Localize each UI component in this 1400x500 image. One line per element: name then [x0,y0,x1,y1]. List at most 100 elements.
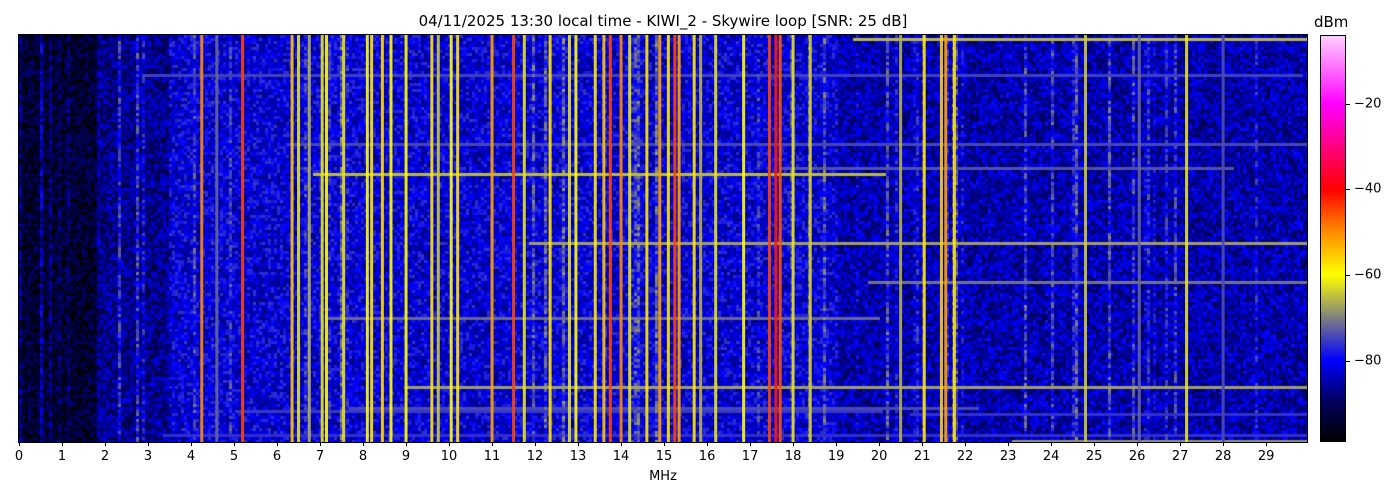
x-tick-mark [19,442,20,446]
x-tick-mark [320,442,322,446]
x-tick-label: 18 [784,449,802,464]
plot-area [19,35,1307,442]
x-tick-mark [879,442,881,446]
x-tick-mark [1223,442,1225,446]
x-tick-mark [1051,442,1053,446]
colorbar [1320,35,1346,442]
signal-9-mhz [404,35,408,442]
x-tick-mark [1008,442,1010,446]
x-tick-mark [535,442,537,446]
x-tick-label: 25 [1085,449,1103,464]
signal-13.4-mhz [593,35,597,442]
x-tick-label: 12 [526,449,544,464]
signal-15.1-mhz [666,35,670,442]
signal-21.45-mhz [939,35,943,442]
x-tick-label: 2 [100,449,110,464]
signal-15.7-mhz [692,35,696,442]
x-tick-mark [1266,442,1268,446]
signal-21.05-mhz [922,35,926,442]
x-tick-label: 11 [483,449,501,464]
signal-15.25-mhz [673,35,677,442]
signal-14-mhz [619,35,623,442]
x-tick-mark [750,442,752,446]
x-tick-label: 21 [913,449,931,464]
x-tick-label: 4 [186,449,196,464]
x-tick-label: 6 [272,449,282,464]
signal-7.15-mhz [324,35,328,442]
x-tick-label: 13 [569,449,587,464]
signal-layer [200,35,1225,442]
signal-15.35-mhz [677,35,681,442]
x-tick-mark [406,442,408,446]
x-tick-label: 1 [57,449,67,464]
x-tick-mark [965,442,967,446]
signal-6.35-mhz [290,35,294,442]
x-tick-label: 28 [1214,449,1232,464]
x-tick-mark [449,442,451,446]
signal-16.2-mhz [714,35,718,442]
colorbar-tick-label: −80 [1354,353,1382,369]
x-tick-label: 0 [14,449,24,464]
signal-28-mhz [1221,35,1225,442]
x-tick-mark [578,442,580,446]
x-tick-mark [277,442,279,446]
x-tick-label: 29 [1257,449,1275,464]
signal-8.65-mhz [389,35,393,442]
signal-17.6-mhz [774,35,778,442]
signal-16.85-mhz [742,35,746,442]
x-tick-label: 16 [698,449,716,464]
signal-24.8-mhz [1084,35,1088,442]
colorbar-tick-label: −20 [1354,96,1382,112]
noise-floor-heatmap [19,35,1307,442]
colorbar-tick-mark [1346,103,1350,105]
signal-11.75-mhz [522,35,526,442]
colorbar-tick-label: −40 [1354,181,1382,197]
x-tick-mark [836,442,838,446]
signal-6.5-mhz [297,35,301,442]
signal-27.15-mhz [1185,35,1189,442]
signal-14.6-mhz [645,35,649,442]
signal-12.35-mhz [548,35,552,442]
signal-8.45-mhz [380,35,384,442]
x-tick-mark [148,442,149,446]
x-axis-label: MHz [649,469,677,484]
signal-10.2-mhz [456,35,460,442]
x-tick-label: 22 [956,449,974,464]
chart-title: 04/11/2025 13:30 local time - KIWI_2 - S… [418,12,908,30]
x-tick-label: 19 [827,449,845,464]
colorbar-tick-mark [1346,189,1350,191]
x-tick-label: 8 [358,449,368,464]
x-tick-mark [1137,442,1139,446]
signal-21.75-mhz [952,35,956,442]
x-tick-label: 5 [229,449,239,464]
signal-15.85-mhz [699,35,703,442]
signal-14.2-mhz [628,35,632,442]
x-tick-label: 17 [741,449,759,464]
signal-12.8-mhz [567,35,571,442]
signal-8.1-mhz [365,35,369,442]
signal-14.9-mhz [658,35,662,442]
x-tick-label: 24 [1042,449,1060,464]
x-tick-label: 14 [612,449,630,464]
x-tick-label: 27 [1171,449,1189,464]
signal-9.6-mhz [430,35,434,442]
signal-9.75-mhz [436,35,440,442]
x-tick-mark [621,442,623,446]
x-tick-mark [492,442,494,446]
signal-17.7-mhz [778,35,782,442]
signal-4.6-mhz [215,35,219,442]
x-tick-label: 26 [1128,449,1146,464]
x-tick-mark [105,442,106,446]
x-tick-mark [191,442,193,446]
signal-7.05-mhz [320,35,324,442]
x-tick-mark [793,442,795,446]
x-tick-mark [664,442,666,446]
x-tick-label: 7 [315,449,325,464]
colorbar-label: dBm [1314,13,1349,31]
colorbar-tick-mark [1346,360,1350,362]
signal-8.2-mhz [370,35,374,442]
signal-17.45-mhz [767,35,771,442]
x-tick-label: 23 [999,449,1017,464]
x-tick-mark [1180,442,1182,446]
